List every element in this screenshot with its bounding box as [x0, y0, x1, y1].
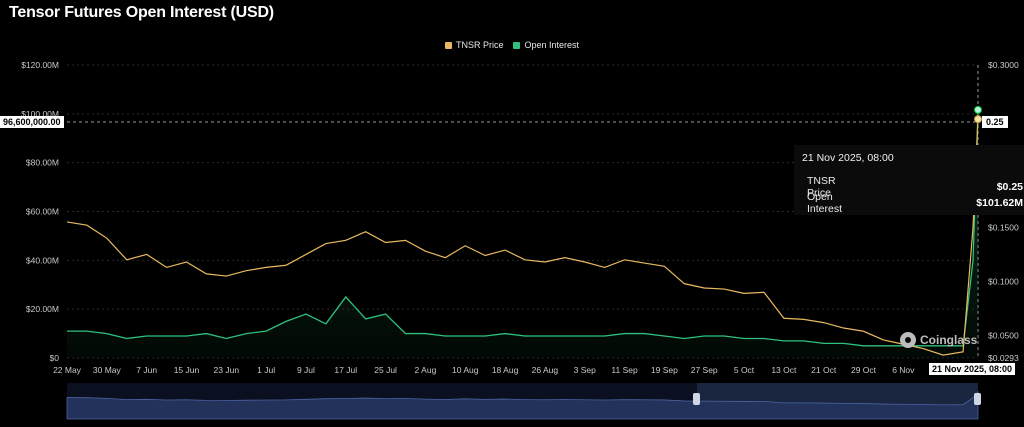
- x-tick: 5 Oct: [734, 365, 755, 375]
- open-interest-marker: [974, 105, 982, 114]
- chart-title: Tensor Futures Open Interest (USD): [9, 4, 274, 21]
- tnsr-price-line: [66, 119, 979, 356]
- y-left-tick: $80.00M: [26, 158, 59, 168]
- tooltip-row-price: TNSR Price $0.25: [802, 175, 1023, 199]
- x-tick: 11 Sep: [611, 365, 638, 375]
- x-tick: 15 Jun: [174, 365, 200, 375]
- open-interest-line: [67, 109, 979, 347]
- x-tick: 17 Jul: [334, 365, 357, 375]
- x-tick: 30 May: [93, 365, 122, 375]
- tooltip-row-oi: Open Interest $101.62M: [802, 191, 1023, 215]
- legend: TNSR Price Open Interest: [0, 40, 1024, 50]
- y-left-tick: $120.00M: [21, 60, 59, 70]
- x-tick: 6 Nov: [892, 365, 915, 375]
- x-tick: 19 Sep: [651, 365, 678, 375]
- y-left-tick: $40.00M: [26, 255, 59, 265]
- tooltip: 21 Nov 2025, 08:00 TNSR Price $0.25 Open…: [794, 145, 1024, 215]
- y-right-tick: $0.0500: [988, 331, 1019, 341]
- y-left-tick: $100.00M: [21, 109, 59, 119]
- legend-swatch-oi: [513, 41, 521, 49]
- tooltip-value-oi: $101.62M: [976, 197, 1023, 209]
- tnsr-price-marker: [974, 115, 982, 124]
- x-tick: 26 Aug: [532, 365, 559, 375]
- tooltip-label-price: TNSR Price: [807, 175, 836, 199]
- x-tick: 23 Jun: [214, 365, 240, 375]
- legend-item-open-interest[interactable]: Open Interest: [513, 40, 579, 50]
- x-tick: 29 Oct: [851, 365, 877, 375]
- x-tick: 9 Jul: [297, 365, 315, 375]
- x-tick: 2 Aug: [415, 365, 437, 375]
- legend-label-oi: Open Interest: [524, 40, 580, 50]
- y-right-tick: $0.1500: [988, 222, 1019, 232]
- navigator-left-handle[interactable]: [693, 393, 700, 405]
- y-right-tick: $0.0293: [988, 353, 1019, 363]
- x-tick: 18 Aug: [492, 365, 519, 375]
- x-tick: 22 May: [53, 365, 82, 375]
- x-tick: 25 Jul: [374, 365, 397, 375]
- y-left-tick: $20.00M: [26, 304, 59, 314]
- x-tick: 21 Oct: [811, 365, 837, 375]
- legend-item-tnsr-price[interactable]: TNSR Price: [444, 40, 504, 50]
- watermark-text: Coinglass: [920, 333, 978, 347]
- tooltip-value-price: $0.25: [996, 181, 1023, 193]
- crosshair-price-label: 0.25: [982, 116, 1008, 128]
- x-tick: 27 Sep: [691, 365, 718, 375]
- legend-label-price: TNSR Price: [455, 40, 504, 50]
- navigator-series: [66, 390, 979, 420]
- x-tick: 7 Jun: [136, 365, 157, 375]
- tooltip-title: 21 Nov 2025, 08:00: [802, 152, 894, 164]
- y-right-tick: $0.3000: [988, 60, 1019, 70]
- coinglass-logo-icon: [900, 332, 916, 348]
- x-tick: 10 Aug: [452, 365, 479, 375]
- x-tick: 3 Sep: [574, 365, 596, 375]
- coinglass-watermark: Coinglass: [900, 332, 977, 348]
- x-tick: 13 Oct: [771, 365, 797, 375]
- crosshair-value-label: 96,600,000.00: [0, 116, 64, 128]
- tooltip-label-oi: Open Interest: [807, 191, 843, 215]
- y-left-tick: $0: [50, 353, 60, 363]
- y-right-tick: $0.1000: [988, 276, 1019, 286]
- legend-swatch-price: [444, 41, 452, 49]
- crosshair-date-label: 21 Nov 2025, 08:00: [929, 363, 1016, 375]
- navigator-right-handle[interactable]: [974, 393, 981, 405]
- x-tick: 1 Jul: [257, 365, 275, 375]
- y-left-tick: $60.00M: [26, 207, 59, 217]
